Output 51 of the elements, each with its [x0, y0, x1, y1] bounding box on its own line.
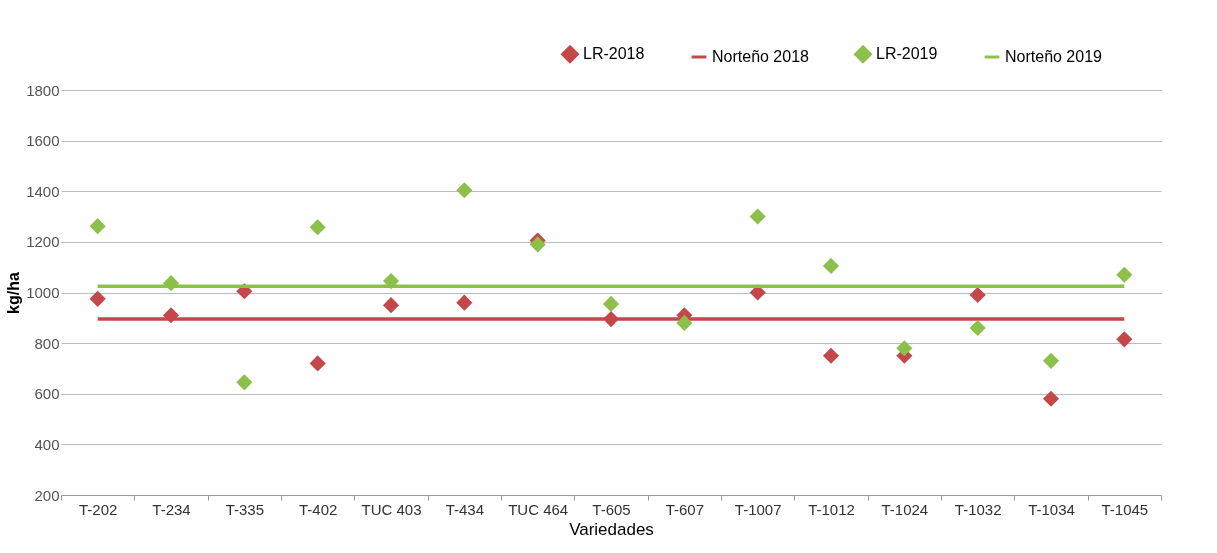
- y-tick-label: 200: [34, 486, 60, 504]
- y-tick-label: 600: [34, 385, 60, 403]
- point: [896, 340, 913, 357]
- point: [1042, 352, 1060, 369]
- point: [969, 286, 986, 304]
- y-axis-title: kg/ha: [5, 272, 23, 314]
- x-axis-title: Variedades: [569, 519, 654, 539]
- x-tick-label: T-1024: [881, 500, 929, 518]
- x-tick-label: T-335: [225, 500, 265, 518]
- point: [749, 208, 766, 225]
- x-tick-label: TUC 464: [508, 500, 569, 518]
- point: [89, 218, 106, 235]
- point: [456, 294, 473, 311]
- x-tick-label: T-607: [665, 500, 705, 518]
- y-tick-label: 1400: [26, 182, 60, 200]
- x-tick-label: T-202: [78, 500, 118, 518]
- x-tick-label: T-234: [152, 500, 191, 518]
- y-tick-label: 1600: [26, 132, 60, 150]
- point: [456, 182, 473, 199]
- x-tick-label: TUC 403: [361, 500, 422, 518]
- point: [309, 219, 326, 236]
- x-tick-label: T-434: [445, 500, 485, 518]
- y-tick-label: 1800: [26, 81, 60, 99]
- legend-label: LR-2019: [876, 45, 938, 63]
- point: [602, 295, 620, 312]
- point: [1116, 331, 1133, 348]
- point: [236, 374, 253, 391]
- point: [382, 297, 400, 314]
- x-tick-label: T-1012: [808, 500, 855, 518]
- y-tick-label: 1000: [26, 284, 60, 301]
- point: [309, 355, 326, 372]
- x-tick-label: T-1007: [734, 500, 782, 518]
- point: [969, 319, 986, 336]
- x-tick-label: T-605: [592, 500, 631, 518]
- y-tick-label: 800: [34, 334, 60, 352]
- point: [1116, 266, 1133, 283]
- point: [822, 257, 840, 274]
- point: [822, 347, 840, 364]
- legend-label: Norteño 2019: [1005, 48, 1103, 65]
- point: [529, 236, 546, 253]
- x-tick-label: T-402: [298, 500, 338, 518]
- legend-label: LR-2018: [583, 45, 645, 63]
- y-tick-label: 400: [34, 435, 60, 453]
- point: [1042, 390, 1060, 407]
- x-tick-label: T-1045: [1101, 500, 1149, 518]
- x-tick-label: T-1032: [954, 500, 1002, 518]
- y-tick-label: 1200: [26, 233, 60, 251]
- x-tick-label: T-1034: [1028, 500, 1075, 518]
- point: [676, 314, 693, 331]
- legend-label: Norteño 2018: [712, 48, 810, 65]
- point: [89, 290, 106, 307]
